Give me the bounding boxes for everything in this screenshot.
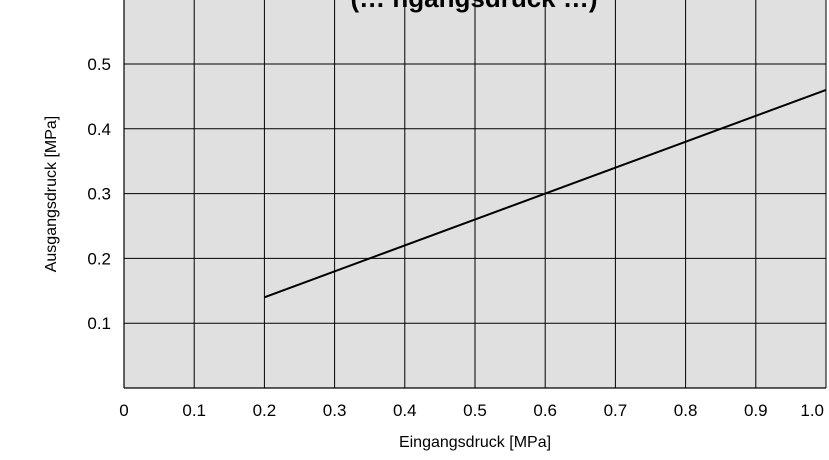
y-tick-label: 0.1	[87, 314, 111, 333]
x-tick-label: 0.9	[744, 401, 768, 420]
x-tick-label: 0.2	[253, 401, 277, 420]
x-tick-label: 1.0	[800, 401, 824, 420]
chart-title: (… ngangsdruck …)	[350, 0, 597, 13]
x-tick-label: 0	[119, 401, 128, 420]
y-tick-label: 0.2	[87, 249, 111, 268]
x-tick-label: 0.8	[674, 401, 698, 420]
x-tick-label: 0.7	[604, 401, 628, 420]
series-layer	[264, 88, 827, 299]
y-tick-label: 0.3	[87, 185, 111, 204]
x-tick-label: 0.6	[533, 401, 557, 420]
x-tick-label: 0.1	[182, 401, 206, 420]
y-tick-labels: 0.1 0.2 0.3 0.4 0.5	[87, 55, 111, 333]
grid-lines	[123, 0, 827, 389]
series-line	[264, 88, 827, 299]
x-tick-label: 0.4	[393, 401, 417, 420]
x-tick-label: 0.5	[463, 401, 487, 420]
x-axis-label: Eingangsdruck [MPa]	[399, 434, 551, 451]
y-tick-label: 0.5	[87, 55, 111, 74]
x-tick-label: 0.3	[323, 401, 347, 420]
x-tick-labels: 0 0.1 0.2 0.3 0.4 0.5 0.6 0.7 0.8 0.9 1.0	[119, 401, 824, 420]
y-axis-label: Ausgangsdruck [MPa]	[43, 116, 60, 273]
y-tick-label: 0.4	[87, 120, 111, 139]
